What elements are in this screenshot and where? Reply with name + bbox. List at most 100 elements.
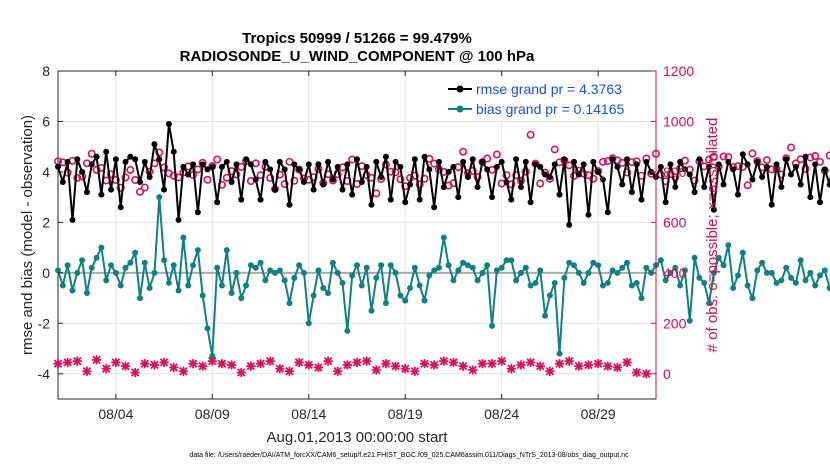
rmse-point (739, 151, 746, 158)
bias-point (378, 262, 385, 269)
rmse-point (218, 163, 225, 170)
rmse-point (561, 156, 568, 163)
obs-assimilated-marker (323, 356, 333, 366)
bias-point (402, 297, 409, 304)
rmse-point (190, 161, 197, 168)
rmse-point (108, 186, 115, 193)
obs-assimilated-marker (574, 361, 584, 371)
obs-assimilated-marker (72, 356, 82, 366)
obs-possible-marker (116, 183, 125, 192)
obs-assimilated-marker (429, 360, 439, 370)
bias-point (69, 287, 76, 294)
rmse-point (329, 176, 336, 183)
bias-point (435, 264, 442, 271)
chart-title-line1: Tropics 50999 / 51266 = 99.479% (242, 30, 472, 47)
x-tick-label: 08/04 (98, 406, 133, 422)
rmse-point (638, 196, 645, 203)
bias-point (392, 269, 399, 276)
rmse-point (59, 179, 66, 186)
rmse-point (170, 148, 177, 155)
bias-point (821, 267, 828, 274)
bias-point (363, 264, 370, 271)
rmse-point (421, 153, 428, 160)
rmse-point (354, 156, 360, 163)
bias-point (180, 234, 187, 241)
rmse-point (281, 166, 288, 173)
bias-point (397, 292, 404, 299)
rmse-point (300, 179, 307, 186)
bias-point (281, 277, 288, 284)
obs-assimilated-marker (526, 357, 536, 368)
rmse-point (551, 161, 558, 168)
rmse-point (546, 173, 553, 180)
rmse-point (127, 153, 134, 160)
rmse-point (783, 156, 790, 163)
rmse-point (373, 158, 380, 165)
bias-point (585, 269, 592, 276)
bias-point (382, 300, 389, 307)
obs-possible-marker (801, 164, 810, 173)
rmse-point (296, 166, 303, 173)
y-tick-label-left: 4 (42, 164, 50, 180)
y-tick-label-right: 200 (663, 315, 687, 331)
obs-possible-marker (526, 130, 535, 139)
rmse-point (368, 201, 375, 208)
obs-assimilated-marker (188, 359, 198, 369)
obs-possible-marker (811, 152, 820, 161)
obs-assimilated-marker (236, 367, 246, 378)
rmse-point (479, 158, 486, 165)
rmse-point (185, 171, 192, 178)
y-tick-label-right: 1200 (663, 63, 694, 79)
bias-point (474, 277, 481, 284)
bias-point (537, 267, 544, 274)
bias-point (484, 262, 491, 269)
bias-point (175, 287, 182, 294)
rmse-point (595, 168, 602, 175)
bias-point (768, 269, 775, 276)
bias-point (816, 272, 823, 279)
rmse-point (79, 168, 86, 175)
obs-possible-marker (203, 175, 212, 184)
bias-point (209, 353, 216, 360)
rmse-point (464, 173, 471, 180)
bias-point (83, 290, 90, 297)
obs-assimilated-marker (63, 357, 73, 368)
bias-point (460, 259, 467, 266)
bias-point (812, 282, 819, 289)
obs-assimilated-marker (352, 357, 362, 368)
bias-point (407, 284, 414, 291)
rmse-point (315, 161, 322, 168)
rmse-point (778, 184, 785, 191)
bias-point (667, 269, 674, 276)
bias-point (720, 262, 727, 269)
rmse-point (522, 158, 529, 165)
bias-point (218, 282, 225, 289)
bias-point (103, 277, 110, 284)
obs-assimilated-marker (371, 365, 381, 375)
bias-point (489, 322, 496, 329)
bias-point (272, 269, 279, 276)
obs-assimilated-marker (313, 362, 324, 373)
bias-point (571, 262, 578, 269)
rmse-point (585, 211, 592, 218)
rmse-point (93, 153, 100, 160)
bias-point (715, 254, 722, 261)
x-tick-label: 08/09 (195, 406, 230, 422)
obs-assimilated-marker (198, 361, 208, 371)
rmse-point (209, 163, 216, 170)
bias-point (643, 264, 650, 271)
bias-point (421, 297, 428, 304)
obs-assimilated-marker (101, 364, 111, 374)
rmse-point (614, 163, 621, 170)
obs-assimilated-marker (564, 356, 574, 366)
bias-point (305, 320, 312, 327)
rmse-point (69, 216, 76, 223)
bias-point (556, 350, 563, 357)
obs-possible-marker (589, 174, 598, 183)
bias-point (165, 279, 172, 286)
bias-point (199, 292, 206, 299)
rmse-point (387, 196, 394, 203)
legend: rmse grand pr = 4.3763 bias grand pr = 0… (442, 78, 650, 120)
bias-point (339, 279, 346, 286)
rmse-point (513, 156, 520, 163)
